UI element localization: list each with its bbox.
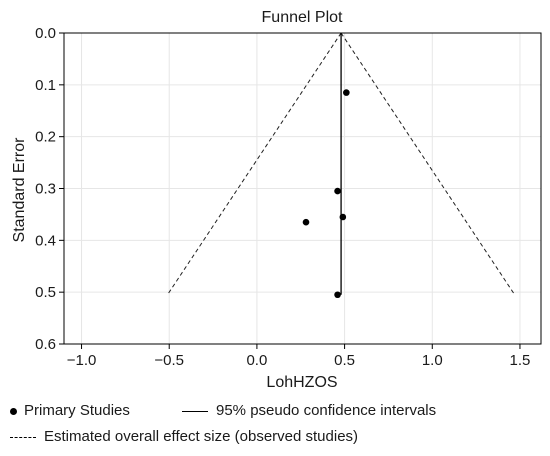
x-tick-label: 0.5 bbox=[334, 352, 355, 369]
y-tick-label: 0.1 bbox=[35, 77, 56, 94]
grid-lines bbox=[64, 32, 541, 345]
y-tick-label: 0.4 bbox=[35, 232, 56, 249]
y-tick-label: 0.5 bbox=[35, 284, 56, 301]
y-tick-label: 0.6 bbox=[35, 336, 56, 353]
y-tick-label: 0.3 bbox=[35, 181, 56, 198]
x-tick-label: 0.0 bbox=[246, 352, 267, 369]
legend-label-overall-effect: Estimated overall effect size (observed … bbox=[44, 428, 359, 445]
y-axis-label: Standard Error bbox=[11, 137, 28, 243]
y-tick-label: 0.0 bbox=[35, 25, 56, 42]
axes: −1.0 −0.5 0.0 0.5 1.0 1.5 0.0 0.1 0.2 0.3 0.4 0.5 0.… bbox=[35, 25, 530, 369]
x-tick-label: 1.0 bbox=[422, 352, 443, 369]
legend-entry-overall-effect: Estimated overall effect size (observed … bbox=[10, 428, 358, 445]
legend-dashed-line-icon bbox=[10, 436, 36, 438]
legend-solid-line-icon bbox=[182, 410, 208, 412]
legend-dot-icon bbox=[10, 407, 17, 415]
study-point bbox=[334, 187, 341, 195]
chart-title: Funnel Plot bbox=[262, 9, 343, 26]
x-tick-label: −0.5 bbox=[154, 352, 184, 369]
legend-entry-primary-studies: Primary Studies bbox=[10, 402, 130, 419]
legend-label-pseudo-ci: 95% pseudo confidence intervals bbox=[216, 402, 437, 419]
study-point bbox=[343, 89, 350, 96]
study-point bbox=[302, 218, 310, 226]
y-tick-label: 0.2 bbox=[35, 129, 56, 146]
x-tick-label: −1.0 bbox=[67, 352, 97, 369]
x-tick-label: 1.5 bbox=[510, 352, 531, 369]
chart-marks bbox=[167, 32, 516, 299]
pseudo-ci-left-line bbox=[167, 32, 342, 296]
legend-label-primary-studies: Primary Studies bbox=[24, 402, 130, 419]
pseudo-ci-right-line bbox=[340, 32, 516, 296]
x-axis-label: LohHZOS bbox=[266, 374, 337, 391]
study-point bbox=[339, 213, 347, 221]
study-point bbox=[334, 291, 341, 299]
legend-entry-pseudo-ci: 95% pseudo confidence intervals bbox=[182, 402, 436, 419]
